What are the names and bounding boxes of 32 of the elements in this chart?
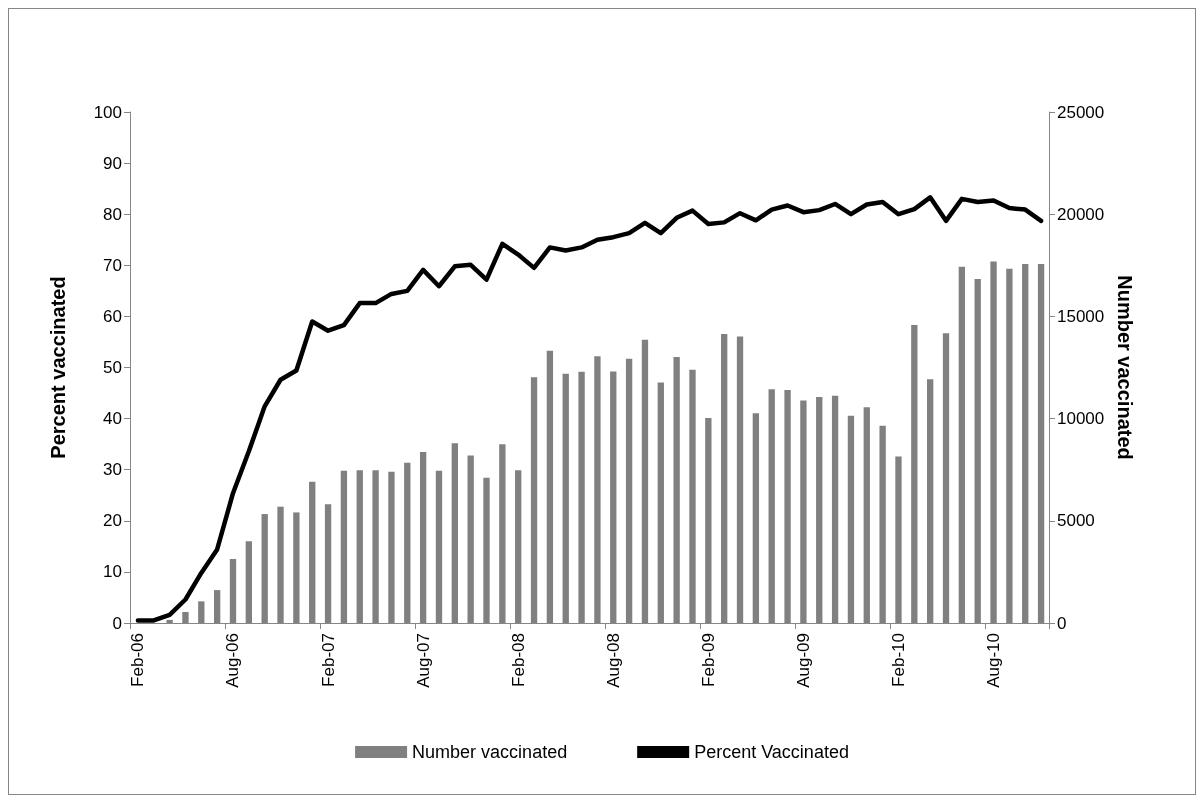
legend-label: Percent Vaccinated (694, 742, 849, 762)
y-tick-label: 40 (103, 409, 122, 429)
x-tick-label: Feb-08 (508, 633, 528, 687)
y2-tick-label: 25000 (1057, 102, 1105, 122)
y-tick-label: 20 (103, 511, 122, 531)
y-tick-label: 50 (103, 358, 122, 377)
y-axis-title: Percent vaccinated (47, 276, 69, 459)
y2-tick-label: 0 (1057, 613, 1067, 633)
x-tick-label: Aug-06 (223, 633, 243, 688)
y2-tick-label: 5000 (1057, 511, 1095, 531)
y-tick-label: 90 (103, 153, 122, 173)
x-tick-label: Aug-10 (984, 633, 1004, 688)
y-tick-label: 70 (103, 255, 122, 275)
y2-axis-title: Number vaccinated (1114, 275, 1137, 460)
x-tick-label: Feb-07 (318, 633, 338, 687)
y2-tick-label: 10000 (1057, 409, 1105, 429)
y-tick-label: 60 (103, 306, 122, 326)
y-tick-label: 100 (93, 102, 122, 122)
y2-tick-label: 20000 (1057, 204, 1105, 224)
x-tick-label: Feb-06 (128, 633, 148, 687)
x-tick-label: Feb-09 (698, 633, 718, 687)
x-tick-label: Feb-10 (888, 633, 908, 687)
legend-label: Number vaccinated (412, 742, 568, 762)
y-tick-label: 10 (103, 562, 122, 582)
y-tick-label: 0 (112, 613, 122, 633)
y2-tick-label: 15000 (1057, 306, 1105, 326)
y-tick-label: 80 (103, 204, 122, 224)
x-tick-label: Aug-08 (603, 633, 623, 688)
line-series (135, 195, 1044, 623)
x-tick-label: Aug-09 (793, 633, 813, 688)
y-tick-label: 30 (103, 460, 122, 480)
x-tick-label: Aug-07 (413, 633, 433, 688)
